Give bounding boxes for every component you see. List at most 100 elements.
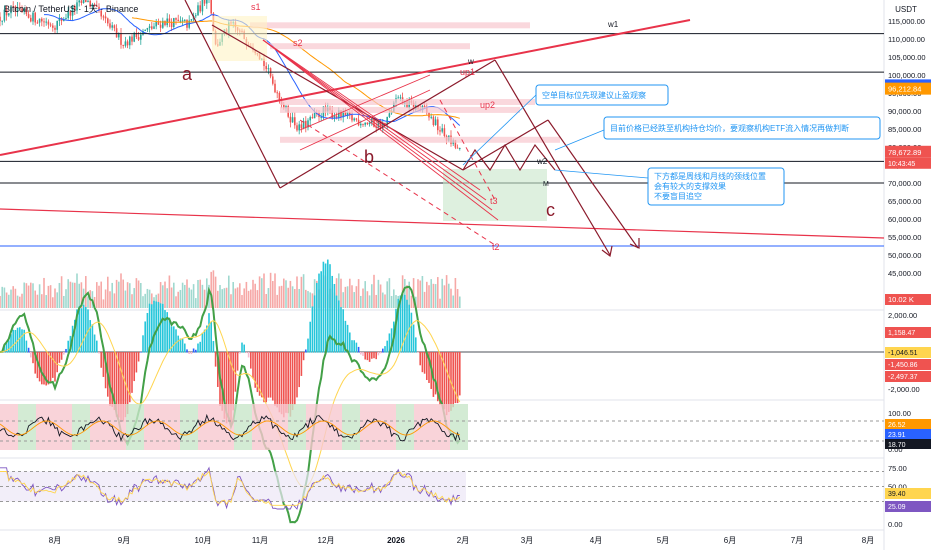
volume-bar bbox=[38, 284, 41, 308]
time-axis[interactable]: 8月 9月 10月 11月 12月 2026 2月 3月 4月 5月 6月 7月 8月 bbox=[49, 536, 874, 545]
candle-body bbox=[179, 20, 182, 22]
resistance-zone bbox=[280, 99, 535, 105]
macd-histogram-bar bbox=[311, 306, 314, 353]
macd-histogram-bar bbox=[456, 352, 459, 404]
volume-bar bbox=[267, 288, 270, 308]
callout-etf[interactable] bbox=[603, 116, 881, 140]
resistance-zone bbox=[250, 22, 530, 29]
price-tick-label: 110,000.00 bbox=[888, 35, 925, 44]
volume-bar bbox=[393, 289, 395, 308]
wave-zigzag bbox=[462, 143, 556, 172]
volume-bar bbox=[450, 288, 452, 308]
macd-histogram-bar bbox=[302, 352, 305, 361]
volume-bar bbox=[426, 281, 428, 308]
candle-body bbox=[157, 21, 160, 25]
candle-body bbox=[23, 9, 25, 12]
macd-histogram-bar bbox=[395, 308, 397, 353]
osc-zone bbox=[36, 404, 54, 450]
macd-histogram-bar bbox=[151, 304, 153, 353]
volume-bar bbox=[291, 286, 294, 308]
volume-bar bbox=[129, 283, 131, 308]
macd-histogram-bar bbox=[120, 352, 122, 423]
label-s2: s2 bbox=[293, 38, 303, 48]
macd-histogram-bar bbox=[8, 340, 10, 353]
macd-histogram-bar bbox=[419, 352, 421, 366]
macd-histogram-bar bbox=[203, 329, 206, 353]
volume-bar bbox=[184, 284, 186, 308]
volume-bar bbox=[151, 293, 153, 308]
candle-body bbox=[0, 16, 1, 22]
volume-bar bbox=[10, 289, 12, 308]
macd-histogram-bar bbox=[443, 352, 446, 410]
candle-body bbox=[74, 6, 76, 11]
macd-histogram-bar bbox=[333, 283, 336, 353]
macd-histogram-bar bbox=[131, 352, 133, 393]
candle-body bbox=[80, 0, 83, 3]
macd-histogram-bar bbox=[329, 264, 331, 353]
label-m: M bbox=[543, 181, 549, 188]
macd-histogram-bar bbox=[63, 352, 65, 355]
osc-zone bbox=[54, 404, 72, 450]
macd-histogram-bar bbox=[397, 298, 399, 353]
macd-histogram-bar bbox=[206, 325, 208, 353]
candle-body bbox=[294, 117, 296, 126]
price-tick-label: 115,000.00 bbox=[888, 17, 925, 26]
volume-bar bbox=[241, 295, 243, 308]
volume-bar bbox=[368, 295, 371, 308]
macd-histogram-bar bbox=[243, 344, 245, 353]
candle-body bbox=[291, 117, 294, 123]
macd-histogram-bar bbox=[164, 310, 166, 353]
candle-body bbox=[36, 22, 39, 24]
label-t2: t2 bbox=[492, 242, 500, 252]
macd-histogram-bar bbox=[426, 352, 428, 380]
candle-body bbox=[201, 0, 204, 12]
volume-bar bbox=[177, 291, 179, 308]
volume-bar bbox=[417, 279, 419, 308]
volume-bar bbox=[256, 290, 259, 308]
macd-histogram-bar bbox=[115, 352, 118, 417]
macd-histogram-bar bbox=[318, 273, 320, 353]
volume-bar bbox=[181, 282, 184, 308]
macd-badge bbox=[885, 347, 931, 358]
macd-histogram-bar bbox=[307, 338, 309, 353]
macd-histogram-bar bbox=[278, 352, 281, 413]
volume-bar bbox=[364, 281, 366, 308]
price-tick-label: 90,000.00 bbox=[888, 107, 921, 116]
osc-zone bbox=[342, 404, 360, 450]
macd-histogram-bar bbox=[210, 321, 212, 353]
candle-body bbox=[335, 115, 338, 118]
volume-bar bbox=[294, 289, 296, 308]
volume-bar bbox=[0, 295, 1, 308]
time-tick-label: 11月 bbox=[252, 536, 268, 545]
candle-body bbox=[19, 7, 21, 9]
rsi-band bbox=[0, 471, 466, 502]
macd-histogram-bar bbox=[225, 352, 228, 424]
time-tick-label: 7月 bbox=[791, 536, 803, 545]
macd-histogram-bar bbox=[19, 327, 21, 353]
candle-body bbox=[199, 5, 201, 12]
callout-support[interactable] bbox=[647, 167, 785, 206]
volume-bar bbox=[430, 279, 432, 308]
macd-histogram-bar bbox=[265, 352, 267, 403]
macd-signal-line bbox=[0, 320, 461, 488]
annotation-layer: a b c s1 s2 up1 up2 w w1 w2 Mt2 t3 bbox=[0, 0, 885, 258]
callout-take-profit[interactable] bbox=[535, 84, 669, 106]
callout-support-line1: 下方都是周线和月线的颈线位置 bbox=[654, 171, 766, 181]
candle-body bbox=[197, 5, 199, 16]
rsi-tick-label: 0.00 bbox=[888, 520, 903, 529]
candle-body bbox=[109, 23, 111, 28]
candle-body bbox=[456, 147, 459, 149]
label-up1: up1 bbox=[460, 67, 475, 77]
candle-body bbox=[102, 16, 105, 18]
macd-histogram-bar bbox=[428, 352, 430, 383]
candle-body bbox=[67, 10, 69, 19]
macd-histogram-bar bbox=[366, 352, 369, 361]
candle-body bbox=[289, 116, 292, 123]
candle-body bbox=[27, 14, 30, 18]
price-axis[interactable]: 115,000.00 110,000.00 105,000.00 100,000.00… bbox=[885, 17, 931, 529]
macd-badge-label: -1,450.86 bbox=[888, 362, 918, 369]
osc-zone bbox=[306, 404, 324, 450]
macd-histogram-bar bbox=[170, 326, 173, 353]
